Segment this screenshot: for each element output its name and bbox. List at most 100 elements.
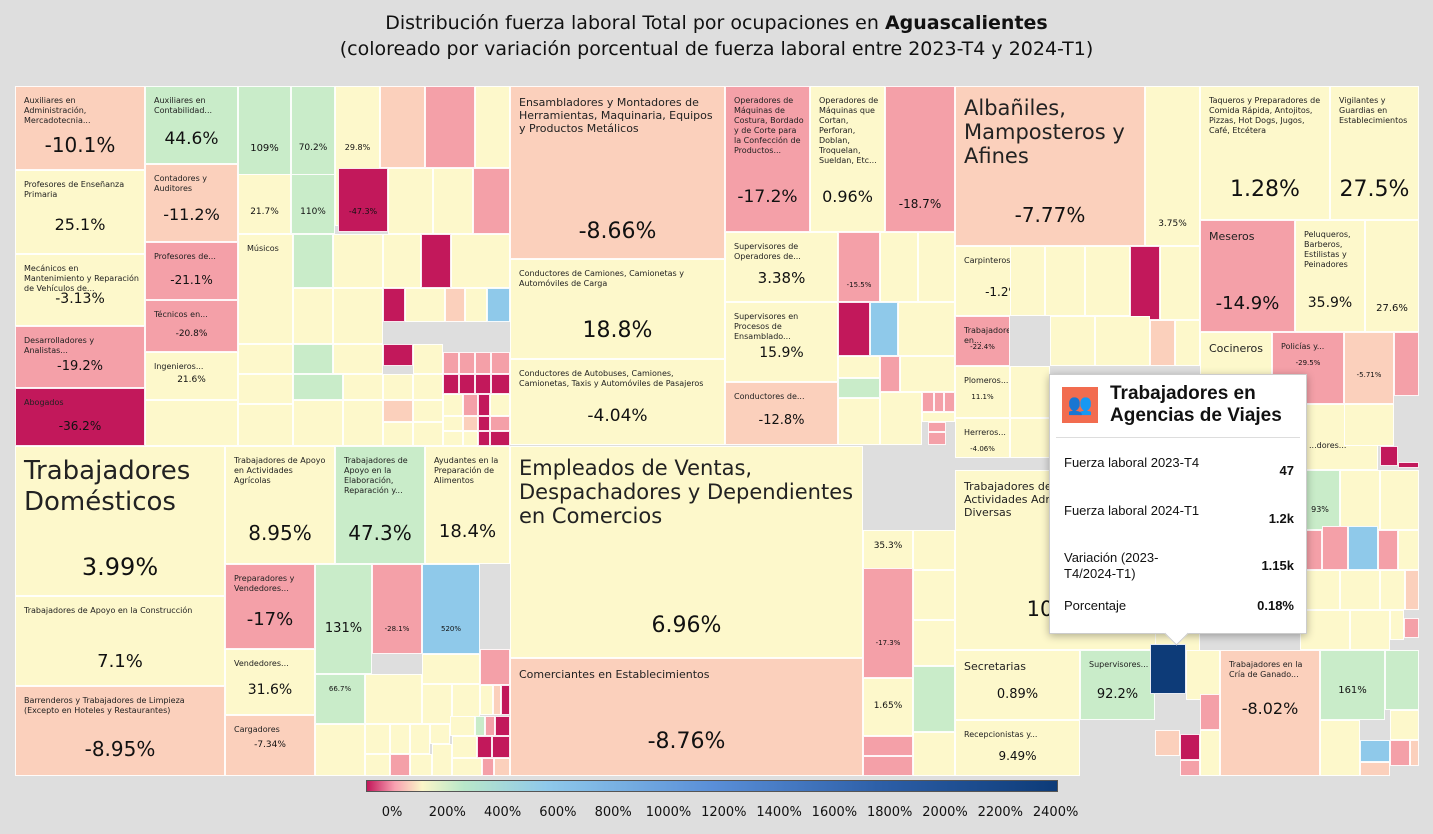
treemap-cell[interactable] — [1390, 710, 1419, 740]
treemap-cell[interactable] — [383, 288, 405, 322]
treemap-cell[interactable] — [1398, 462, 1419, 468]
treemap-cell[interactable]: Auxiliares en Contabilidad... 44.6% — [145, 86, 238, 164]
treemap-cell[interactable]: -15.5% — [838, 232, 880, 302]
treemap-cell[interactable]: Trabajadores en...-22.4% — [955, 316, 1010, 366]
treemap-cell[interactable] — [443, 352, 459, 374]
treemap-cell[interactable] — [478, 416, 490, 431]
treemap-cell[interactable] — [1160, 246, 1200, 320]
treemap-cell[interactable]: Vendedores... 31.6% — [225, 649, 315, 715]
treemap-cell[interactable] — [922, 412, 955, 422]
treemap-cell[interactable] — [944, 392, 955, 412]
treemap-cell[interactable] — [422, 684, 452, 724]
treemap-cell[interactable]: Supervisores... 92.2% — [1080, 650, 1155, 720]
treemap-cell[interactable]: Trabajadores de Apoyo en Actividades Agr… — [225, 446, 335, 564]
treemap-cell[interactable] — [390, 754, 410, 776]
treemap-cell[interactable]: Operadores de Máquinas de Costura, Borda… — [725, 86, 810, 232]
treemap-cell[interactable] — [1322, 526, 1348, 570]
treemap-cell[interactable]: Supervisores en Procesos de Ensamblado..… — [725, 302, 838, 382]
treemap-cell[interactable] — [495, 716, 510, 736]
treemap-cell[interactable] — [880, 392, 922, 445]
treemap-cell[interactable] — [433, 168, 473, 234]
treemap-cell[interactable] — [1380, 570, 1405, 610]
treemap-cell[interactable] — [491, 374, 510, 394]
treemap-cell[interactable] — [1398, 530, 1419, 570]
treemap-cell[interactable] — [494, 758, 510, 776]
treemap-cell[interactable]: Mecánicos en Mantenimiento y Reparación … — [15, 254, 145, 326]
treemap-cell[interactable] — [1340, 570, 1380, 610]
treemap-cell[interactable] — [1175, 320, 1200, 366]
treemap-cell[interactable] — [443, 431, 463, 446]
treemap-cell[interactable] — [452, 736, 477, 758]
treemap-cell[interactable] — [1095, 316, 1150, 366]
treemap-cell[interactable] — [1150, 644, 1186, 694]
treemap-cell[interactable] — [333, 234, 383, 288]
treemap-cell[interactable]: Empleados de Ventas, Despachadores y Dep… — [510, 446, 863, 658]
treemap-cell[interactable] — [490, 394, 510, 416]
treemap-cell[interactable] — [1350, 610, 1390, 650]
treemap-cell[interactable]: Conductores de... -12.8% — [725, 382, 838, 445]
treemap-cell[interactable] — [1405, 570, 1419, 610]
treemap-cell[interactable] — [1180, 734, 1200, 760]
treemap-cell[interactable]: Profesores de... -21.1% — [145, 242, 238, 300]
treemap-cell[interactable] — [293, 344, 333, 374]
treemap-cell[interactable] — [1150, 320, 1175, 366]
treemap-cell[interactable]: Vigilantes y Guardias en Establecimiento… — [1330, 86, 1419, 220]
treemap-cell[interactable]: Barrenderos y Trabajadores de Limpieza (… — [15, 686, 225, 776]
treemap-cell[interactable] — [1300, 610, 1350, 650]
treemap-cell[interactable] — [1320, 720, 1360, 776]
treemap-cell[interactable]: Secretarias 0.89% — [955, 650, 1080, 720]
treemap-cell[interactable] — [365, 724, 390, 754]
treemap-cell[interactable] — [838, 302, 870, 356]
treemap-cell[interactable] — [410, 724, 430, 754]
treemap-cell[interactable] — [410, 754, 432, 776]
treemap-cell[interactable] — [383, 344, 413, 366]
treemap-cell[interactable] — [1340, 470, 1380, 530]
treemap-cell[interactable]: -5.71% — [1344, 332, 1394, 404]
treemap-cell[interactable] — [913, 666, 955, 732]
treemap-cell[interactable]: 3.75% — [1145, 86, 1200, 246]
treemap-cell[interactable] — [383, 400, 413, 422]
treemap-cell[interactable] — [443, 374, 459, 394]
treemap-cell[interactable] — [492, 736, 510, 758]
treemap-cell[interactable] — [1380, 470, 1419, 530]
treemap-cell[interactable] — [1050, 316, 1095, 366]
treemap-cell[interactable]: Trabajadores en la Cría de Ganado... -8.0… — [1220, 650, 1320, 776]
treemap-cell[interactable] — [928, 432, 946, 445]
treemap-cell[interactable]: Operadores de Máquinas que Cortan, Perfo… — [810, 86, 885, 232]
treemap-cell[interactable] — [478, 394, 490, 416]
treemap-cell[interactable] — [480, 685, 493, 715]
treemap-cell[interactable] — [343, 374, 383, 400]
treemap-cell[interactable] — [445, 288, 465, 322]
treemap-cell[interactable] — [1360, 740, 1390, 762]
treemap-cell[interactable] — [913, 530, 955, 570]
treemap-cell[interactable] — [1180, 760, 1200, 776]
treemap-cell[interactable] — [238, 404, 293, 446]
treemap-cell[interactable]: Trabajadores Domésticos 3.99% — [15, 446, 225, 596]
treemap-cell[interactable] — [473, 168, 510, 234]
treemap-cell[interactable] — [463, 416, 478, 431]
treemap-cell[interactable]: 161% — [1320, 650, 1385, 720]
treemap-cell[interactable] — [1380, 446, 1398, 466]
treemap-cell[interactable] — [365, 674, 422, 724]
treemap-cell[interactable] — [1085, 246, 1130, 316]
treemap-cell[interactable] — [863, 736, 913, 756]
treemap-cell[interactable] — [390, 724, 410, 754]
treemap-cell[interactable]: 1.65% — [863, 678, 913, 736]
treemap-cell[interactable] — [413, 422, 443, 446]
treemap-cell[interactable] — [1404, 618, 1419, 638]
treemap-cell[interactable]: Supervisores de Operadores de... 3.38% — [725, 232, 838, 302]
treemap-cell[interactable]: Trabajadores de Apoyo en la Construcción… — [15, 596, 225, 686]
treemap-cell[interactable]: Trabajadores de Apoyo en la Elaboración,… — [335, 446, 425, 564]
treemap-cell[interactable]: Cargadores -7.34% — [225, 715, 315, 776]
treemap-cell[interactable] — [293, 374, 343, 400]
treemap-cell[interactable] — [293, 400, 343, 446]
treemap-cell[interactable] — [1155, 730, 1180, 756]
treemap-cell[interactable] — [490, 431, 510, 446]
treemap-cell[interactable] — [491, 352, 510, 374]
treemap-cell[interactable] — [1410, 740, 1419, 766]
treemap-cell[interactable] — [452, 758, 482, 776]
treemap-cell[interactable]: -28.1% — [372, 564, 422, 654]
treemap-cell[interactable]: Músicos — [238, 234, 293, 344]
treemap-cell[interactable] — [443, 394, 463, 416]
treemap-cell[interactable] — [475, 352, 491, 374]
